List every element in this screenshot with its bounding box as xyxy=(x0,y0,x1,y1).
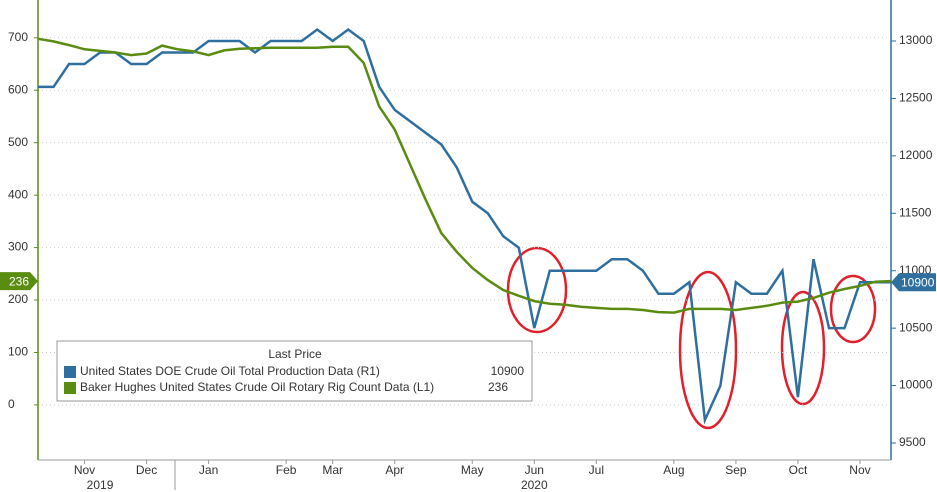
last-value-badge xyxy=(0,272,38,291)
y2-tick-label: 12500 xyxy=(899,91,933,105)
legend-label: United States DOE Crude Oil Total Produc… xyxy=(80,364,380,378)
x-tick-label: Jul xyxy=(589,463,604,477)
series-line xyxy=(38,27,891,425)
y-tick-label: 500 xyxy=(8,135,28,149)
y2-tick-label: 11500 xyxy=(899,205,932,219)
y-tick-label: 100 xyxy=(8,345,28,359)
annotations xyxy=(506,246,877,430)
last-value-label: 236 xyxy=(9,274,29,288)
series-line xyxy=(37,37,892,314)
y-tick-label: 0 xyxy=(8,397,15,411)
x-year-label: 2019 xyxy=(87,478,114,492)
legend-value: 10900 xyxy=(491,364,525,378)
y-tick-label: 400 xyxy=(8,187,28,201)
highlight-ellipse xyxy=(678,270,738,430)
x-tick-label: May xyxy=(461,463,484,477)
last-value-badge xyxy=(891,273,936,292)
x-tick-label: Nov xyxy=(849,463,870,477)
y2-tick-label: 13000 xyxy=(899,33,933,47)
x-tick-label: Aug xyxy=(663,463,684,477)
y2-tick-label: 10000 xyxy=(899,378,933,392)
x-tick-label: Sep xyxy=(725,463,747,477)
x-tick-label: Dec xyxy=(136,463,157,477)
x-year-label: 2020 xyxy=(521,478,548,492)
x-tick-label: Mar xyxy=(322,463,343,477)
legend: Last Price United States DOE Crude Oil To… xyxy=(56,340,533,402)
x-tick-label: Jun xyxy=(525,463,544,477)
x-tick-label: Feb xyxy=(276,463,297,477)
y-tick-label: 700 xyxy=(8,30,28,44)
legend-value: 236 xyxy=(488,380,508,394)
y2-tick-label: 10500 xyxy=(899,320,933,334)
x-tick-label: Jan xyxy=(199,463,218,477)
legend-swatch xyxy=(64,382,76,394)
y-tick-label: 300 xyxy=(8,240,28,254)
x-tick-label: Apr xyxy=(385,463,404,477)
legend-title: Last Price xyxy=(268,347,322,361)
highlight-ellipse xyxy=(780,290,826,406)
legend-label: Baker Hughes United States Crude Oil Rot… xyxy=(80,380,434,394)
legend-box xyxy=(56,340,533,402)
last-value-label: 10900 xyxy=(901,275,935,289)
x-tick-label: Oct xyxy=(789,463,808,477)
y2-tick-label: 9500 xyxy=(899,435,926,449)
y-tick-label: 200 xyxy=(8,292,28,306)
legend-swatch xyxy=(64,366,76,378)
highlight-ellipse xyxy=(506,246,568,334)
x-tick-label: Nov xyxy=(74,463,95,477)
highlight-ellipse xyxy=(829,274,877,344)
y2-tick-label: 12000 xyxy=(899,148,933,162)
y-tick-label: 600 xyxy=(8,82,28,96)
